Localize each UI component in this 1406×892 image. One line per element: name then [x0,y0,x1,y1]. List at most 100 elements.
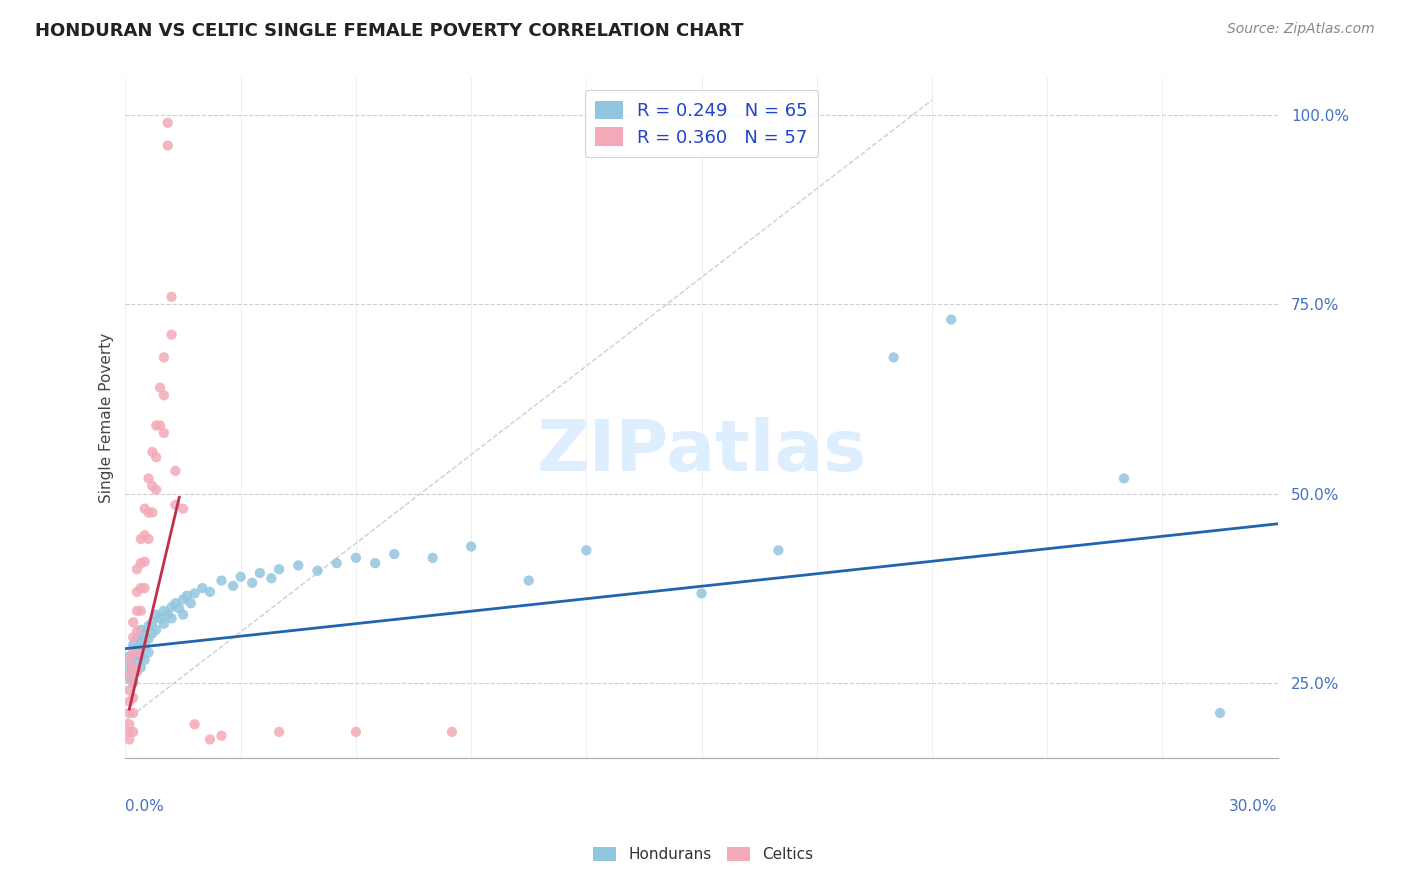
Point [134,653,156,667]
Point [690,586,713,600]
Legend: R = 0.249   N = 65, R = 0.360   N = 57: R = 0.249 N = 65, R = 0.360 N = 57 [585,90,818,158]
Point [198,585,221,599]
Point [165,498,187,512]
Point [364,556,387,570]
Point [1209,706,1232,720]
Point [141,506,163,520]
Point [307,564,329,578]
Point [269,724,291,739]
Point [122,690,145,705]
Point [149,611,172,625]
Point [129,649,152,664]
Point [129,556,152,570]
Point [160,327,183,342]
Point [180,596,202,610]
Point [141,479,163,493]
Point [422,550,444,565]
Point [460,540,482,554]
Point [344,550,367,565]
Point [287,558,309,573]
Point [138,632,160,646]
Point [176,589,198,603]
Point [118,717,141,731]
Point [125,653,148,667]
Point [517,574,540,588]
Point [145,483,167,497]
Point [172,501,194,516]
Point [160,600,183,615]
Point [153,616,176,631]
Point [172,592,194,607]
Point [118,706,141,720]
Point [141,445,163,459]
Point [118,668,141,682]
Point [153,604,176,618]
Point [145,623,167,637]
Point [165,464,187,478]
Point [153,425,176,440]
Point [122,660,145,674]
Point [149,418,172,433]
Point [122,724,145,739]
Point [125,665,148,679]
Point [172,607,194,622]
Point [145,450,167,465]
Point [122,615,145,629]
Point [122,630,145,644]
Point [149,381,172,395]
Point [118,724,141,739]
Point [125,665,148,679]
Point [156,607,179,622]
Point [125,624,148,639]
Legend: Hondurans, Celtics: Hondurans, Celtics [586,841,820,868]
Point [260,571,283,585]
Point [129,623,152,637]
Point [768,543,790,558]
Point [211,574,233,588]
Point [138,645,160,659]
Point [160,611,183,625]
Point [191,581,214,595]
Point [118,649,141,664]
Point [129,660,152,674]
Point [122,706,145,720]
Point [125,641,148,656]
Point [141,626,163,640]
Point [222,579,245,593]
Point [134,555,156,569]
Point [156,138,179,153]
Point [134,581,156,595]
Point [125,630,148,644]
Point [138,619,160,633]
Point [122,660,145,674]
Point [122,645,145,659]
Point [575,543,598,558]
Point [122,675,145,690]
Point [153,388,176,402]
Point [118,672,141,686]
Point [138,532,160,546]
Point [122,675,145,690]
Point [941,312,963,326]
Point [344,724,367,739]
Text: ZIPatlas: ZIPatlas [537,417,866,486]
Point [125,585,148,599]
Text: Source: ZipAtlas.com: Source: ZipAtlas.com [1227,22,1375,37]
Point [145,418,167,433]
Point [141,615,163,629]
Point [269,562,291,576]
Point [183,717,205,731]
Text: 0.0%: 0.0% [125,799,165,814]
Point [129,604,152,618]
Point [1112,471,1135,485]
Point [129,581,152,595]
Point [229,570,252,584]
Point [153,351,176,365]
Point [129,532,152,546]
Point [134,501,156,516]
Point [138,506,160,520]
Point [122,668,145,682]
Point [118,653,141,667]
Point [134,528,156,542]
Point [198,732,221,747]
